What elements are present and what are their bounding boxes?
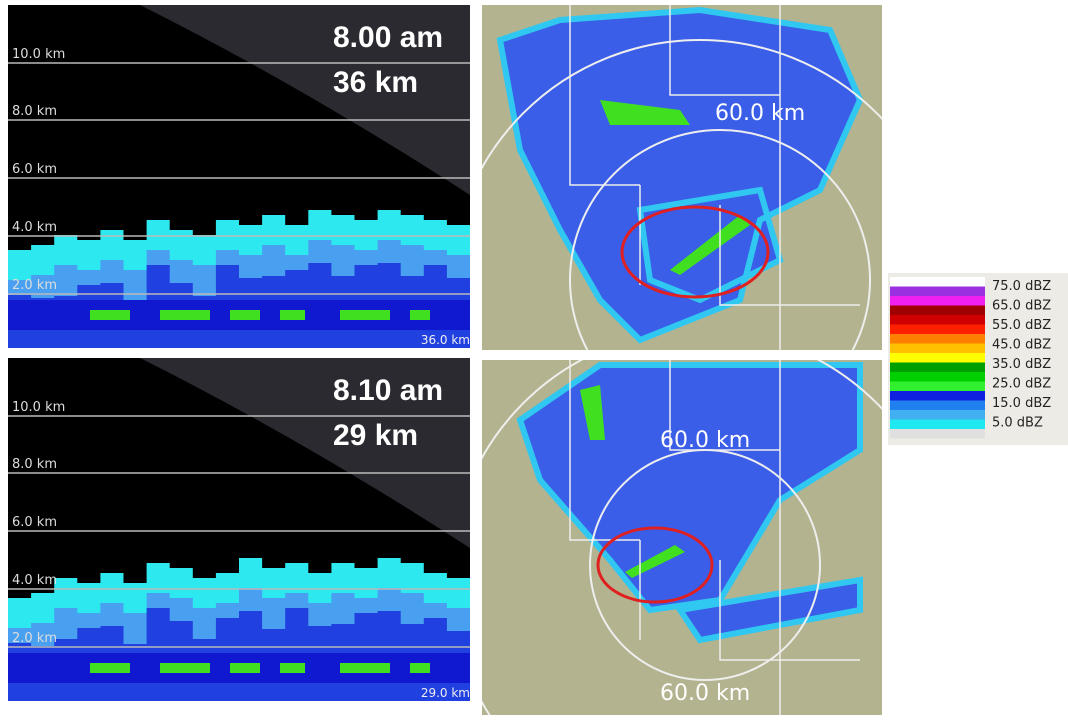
legend-label: 75.0 dBZ	[992, 279, 1051, 294]
echo-green	[580, 385, 605, 440]
time-label: 8.00 am	[333, 21, 443, 54]
legend-label: 25.0 dBZ	[992, 377, 1051, 392]
altitude-label: 4.0 km	[12, 220, 57, 235]
radar-map: 60.0 km 60.0 km	[482, 360, 882, 715]
range-ring	[569, 129, 871, 350]
legend-swatch	[890, 343, 985, 353]
cross-section-panel: 10.0 km 8.0 km 6.0 km 4.0 km 2.0 km 8.10 am 29…	[8, 358, 470, 701]
radar-map: 60.0 km	[482, 5, 882, 350]
time-label: 8.10 am	[333, 374, 443, 407]
county-lines	[569, 5, 860, 350]
altitude-label: 2.0 km	[12, 278, 57, 293]
legend-swatch	[890, 410, 985, 420]
range-label: 36.0 km	[421, 333, 470, 347]
echo-green	[90, 310, 130, 320]
distance-label: 29 km	[333, 419, 418, 452]
range-ring	[482, 39, 882, 170]
legend-label: 65.0 dBZ	[992, 299, 1051, 314]
highlight-ellipse	[596, 526, 714, 604]
legend-swatch	[890, 286, 985, 296]
range-ring-label: 60.0 km	[660, 428, 750, 453]
legend-label: 55.0 dBZ	[992, 318, 1051, 333]
legend-swatch	[890, 429, 985, 439]
echo-green	[160, 310, 210, 320]
echo-green	[230, 663, 260, 673]
altitude-label: 10.0 km	[12, 400, 65, 415]
altitude-label: 4.0 km	[12, 573, 57, 588]
legend-label: 5.0 dBZ	[992, 416, 1043, 431]
echo-green	[410, 310, 430, 320]
altitude-label: 2.0 km	[12, 631, 57, 646]
shadow-region	[140, 5, 470, 195]
legend-swatch	[890, 296, 985, 306]
legend-swatch	[890, 334, 985, 344]
legend-swatch	[890, 305, 985, 315]
shadow-region	[140, 358, 470, 548]
echo-green	[230, 310, 260, 320]
legend-label: 45.0 dBZ	[992, 338, 1051, 353]
echo-green	[280, 663, 305, 673]
legend-swatch	[890, 324, 985, 334]
altitude-label: 8.0 km	[12, 457, 57, 472]
echo-cyan-edge	[674, 576, 863, 644]
echo-green	[90, 663, 130, 673]
cross-section-panel: 10.0 km 8.0 km 6.0 km 4.0 km 2.0 km 8.00 am 36…	[8, 5, 470, 348]
legend-swatch	[890, 419, 985, 429]
altitude-label: 6.0 km	[12, 162, 57, 177]
legend-swatch	[890, 391, 985, 401]
legend-swatch	[890, 353, 985, 363]
distance-label: 36 km	[333, 66, 418, 99]
echo-cyan-edge	[516, 362, 863, 614]
legend-swatch	[890, 400, 985, 410]
altitude-label: 10.0 km	[12, 47, 65, 62]
echo-green	[280, 310, 305, 320]
echo-green	[670, 215, 750, 275]
county-lines	[569, 360, 860, 715]
legend-swatch	[890, 381, 985, 391]
echo-cyan-edge	[496, 6, 864, 344]
highlight-ellipse	[620, 205, 770, 299]
legend-swatch	[890, 362, 985, 372]
echo-blue	[500, 10, 860, 340]
legend: 75.0 dBZ 65.0 dBZ 55.0 dBZ 45.0 dBZ 35.0 dBZ…	[888, 273, 1068, 445]
echo-cyan-edge	[636, 186, 784, 304]
altitude-label: 8.0 km	[12, 104, 57, 119]
echo-green	[160, 663, 210, 673]
legend-swatch	[890, 372, 985, 382]
range-ring-label: 60.0 km	[715, 101, 805, 126]
altitude-label: 6.0 km	[12, 515, 57, 530]
legend-swatch	[890, 315, 985, 325]
echo-green	[340, 663, 390, 673]
echo-green	[340, 310, 390, 320]
range-label: 29.0 km	[421, 686, 470, 700]
legend-swatch	[890, 277, 985, 287]
legend-label: 15.0 dBZ	[992, 396, 1051, 411]
legend-label: 35.0 dBZ	[992, 357, 1051, 372]
echo-green	[410, 663, 430, 673]
echo-green	[600, 100, 690, 125]
range-ring-label: 60.0 km	[660, 681, 750, 706]
